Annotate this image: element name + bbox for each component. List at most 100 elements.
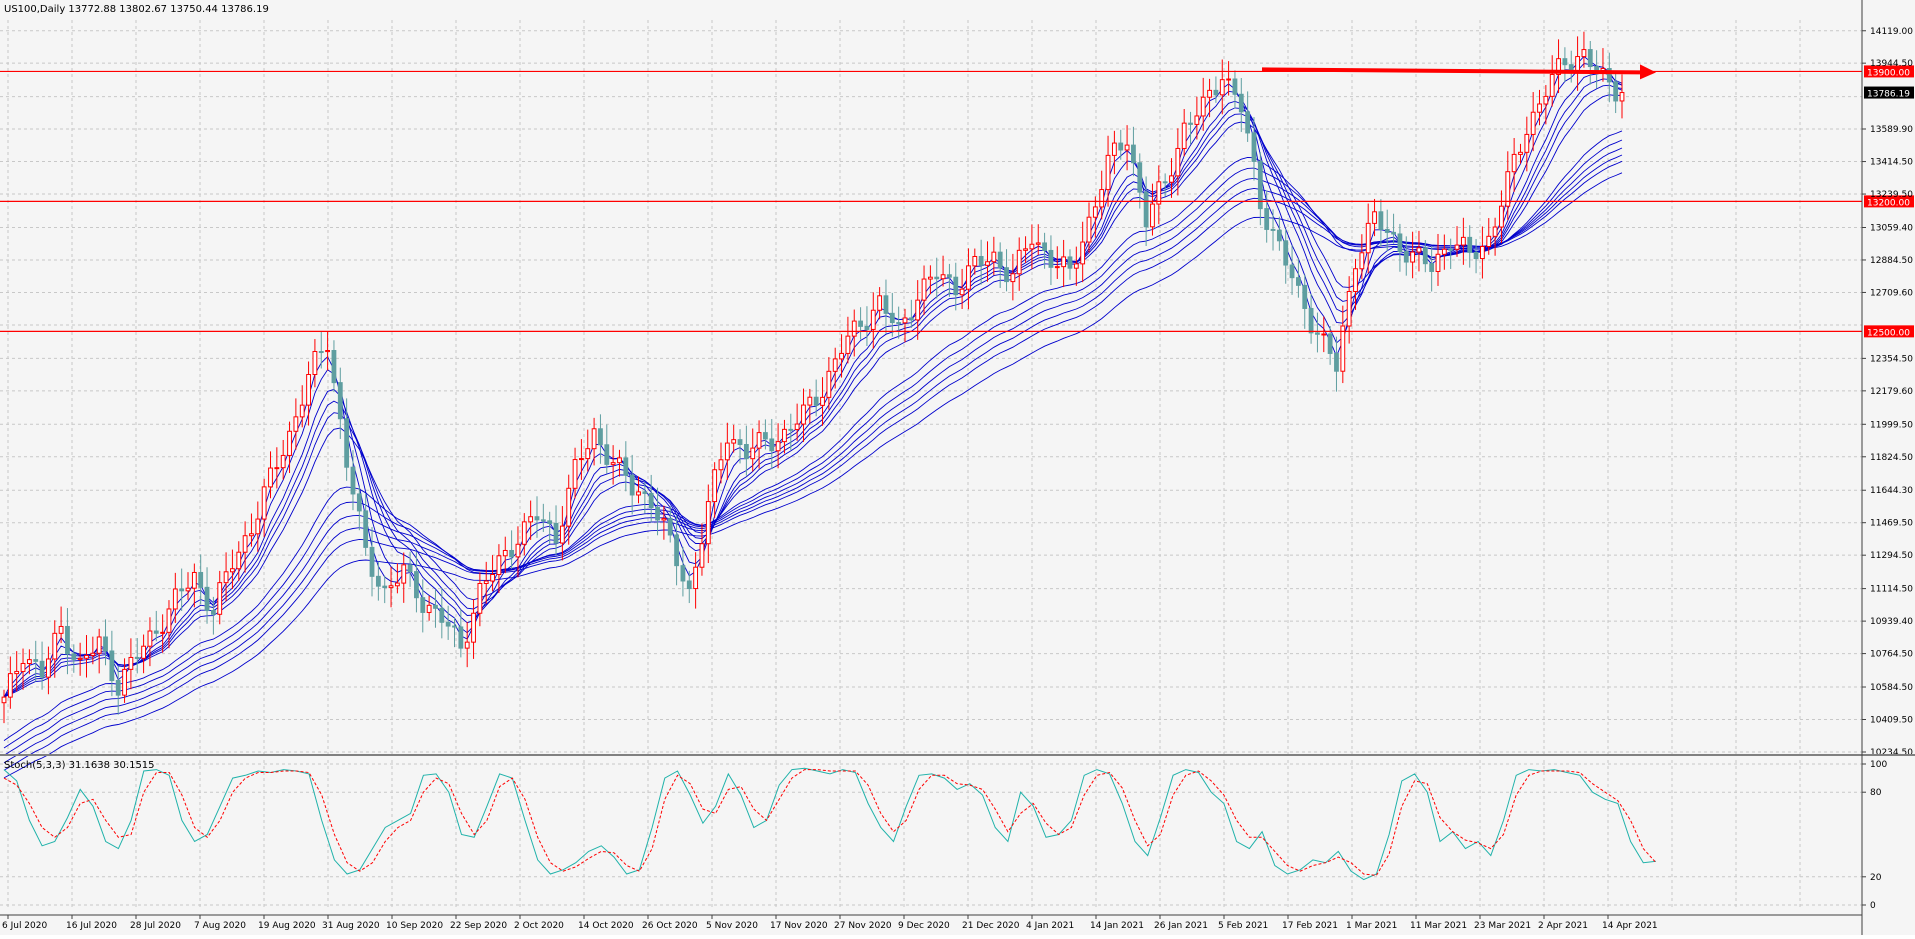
- candle[interactable]: [743, 444, 749, 460]
- candle[interactable]: [147, 630, 153, 647]
- candle[interactable]: [52, 632, 58, 660]
- candle[interactable]: [534, 516, 540, 521]
- candle[interactable]: [1232, 78, 1238, 95]
- candle[interactable]: [1023, 248, 1028, 251]
- candle[interactable]: [1175, 147, 1181, 177]
- candle[interactable]: [1257, 160, 1263, 210]
- candle[interactable]: [1460, 236, 1466, 246]
- candle[interactable]: [1429, 263, 1435, 272]
- candle[interactable]: [908, 317, 914, 321]
- candle[interactable]: [820, 396, 825, 406]
- candle[interactable]: [1194, 115, 1200, 125]
- candle[interactable]: [483, 580, 489, 584]
- candle[interactable]: [1499, 205, 1504, 228]
- candle[interactable]: [1111, 142, 1117, 156]
- candle[interactable]: [1473, 251, 1479, 260]
- candle[interactable]: [394, 582, 400, 587]
- candle[interactable]: [1410, 251, 1416, 263]
- arrow-annotation[interactable]: [1261, 67, 1641, 75]
- candle[interactable]: [1004, 267, 1009, 283]
- candle[interactable]: [877, 295, 883, 311]
- candle[interactable]: [1575, 56, 1580, 71]
- candle[interactable]: [1270, 228, 1276, 231]
- candle[interactable]: [414, 571, 419, 599]
- candle[interactable]: [566, 487, 572, 527]
- candle[interactable]: [1467, 236, 1473, 253]
- candle[interactable]: [655, 507, 660, 521]
- candle[interactable]: [185, 587, 191, 592]
- candle[interactable]: [160, 631, 166, 634]
- candle[interactable]: [1511, 153, 1517, 173]
- candle[interactable]: [7, 673, 13, 698]
- candle[interactable]: [115, 680, 121, 696]
- candle[interactable]: [737, 439, 743, 446]
- candle[interactable]: [1391, 231, 1396, 235]
- candle[interactable]: [172, 588, 178, 610]
- candle[interactable]: [369, 546, 375, 577]
- candle[interactable]: [1099, 189, 1105, 208]
- candle[interactable]: [1448, 248, 1454, 251]
- candle[interactable]: [1042, 242, 1047, 251]
- candle[interactable]: [661, 518, 667, 521]
- candle[interactable]: [153, 630, 159, 634]
- candle[interactable]: [1048, 249, 1054, 268]
- candle[interactable]: [71, 653, 77, 660]
- candle[interactable]: [623, 457, 629, 476]
- candle[interactable]: [610, 462, 616, 465]
- candle[interactable]: [350, 466, 356, 495]
- candle[interactable]: [636, 491, 641, 496]
- candle[interactable]: [718, 459, 724, 471]
- candle[interactable]: [1016, 249, 1022, 275]
- candle[interactable]: [572, 459, 578, 489]
- candle[interactable]: [680, 565, 686, 582]
- candle[interactable]: [756, 432, 762, 449]
- candle[interactable]: [58, 625, 64, 634]
- candle[interactable]: [375, 575, 381, 587]
- candle[interactable]: [553, 522, 559, 544]
- candle[interactable]: [870, 309, 876, 330]
- candle[interactable]: [458, 626, 464, 649]
- candle[interactable]: [509, 549, 515, 558]
- candle[interactable]: [1080, 241, 1086, 265]
- candle[interactable]: [1188, 122, 1193, 125]
- candle[interactable]: [579, 458, 584, 461]
- candle[interactable]: [388, 585, 394, 589]
- candle[interactable]: [103, 636, 108, 652]
- candle[interactable]: [953, 276, 959, 296]
- candle[interactable]: [1200, 96, 1206, 117]
- candle[interactable]: [356, 493, 362, 512]
- candle[interactable]: [724, 442, 730, 461]
- candle[interactable]: [617, 457, 622, 464]
- candle[interactable]: [547, 520, 553, 524]
- candle[interactable]: [1543, 95, 1549, 105]
- candle[interactable]: [1435, 253, 1441, 272]
- candle[interactable]: [1054, 266, 1060, 269]
- candle[interactable]: [1124, 144, 1130, 151]
- candle[interactable]: [686, 580, 692, 590]
- horizontal-levels[interactable]: 13900.00 13200.00 12500.00 13786.19: [0, 64, 1914, 338]
- candle[interactable]: [230, 568, 235, 573]
- candle[interactable]: [293, 416, 299, 432]
- candle[interactable]: [1581, 49, 1587, 58]
- candle[interactable]: [236, 551, 242, 570]
- candle[interactable]: [1372, 211, 1377, 224]
- candle[interactable]: [972, 255, 978, 267]
- candle[interactable]: [179, 588, 185, 592]
- candle[interactable]: [1365, 222, 1371, 254]
- candle[interactable]: [280, 454, 286, 469]
- candle[interactable]: [1480, 246, 1485, 260]
- candle[interactable]: [331, 350, 337, 384]
- candle[interactable]: [845, 335, 851, 354]
- candle[interactable]: [39, 660, 45, 678]
- candle[interactable]: [191, 571, 197, 589]
- candle[interactable]: [1606, 68, 1612, 83]
- candle[interactable]: [433, 604, 438, 609]
- candle[interactable]: [782, 428, 787, 443]
- candle[interactable]: [1530, 111, 1536, 135]
- candle[interactable]: [1340, 325, 1346, 372]
- candle[interactable]: [312, 351, 318, 376]
- candle[interactable]: [1384, 228, 1390, 233]
- candle[interactable]: [1213, 89, 1219, 96]
- candle[interactable]: [1549, 73, 1555, 97]
